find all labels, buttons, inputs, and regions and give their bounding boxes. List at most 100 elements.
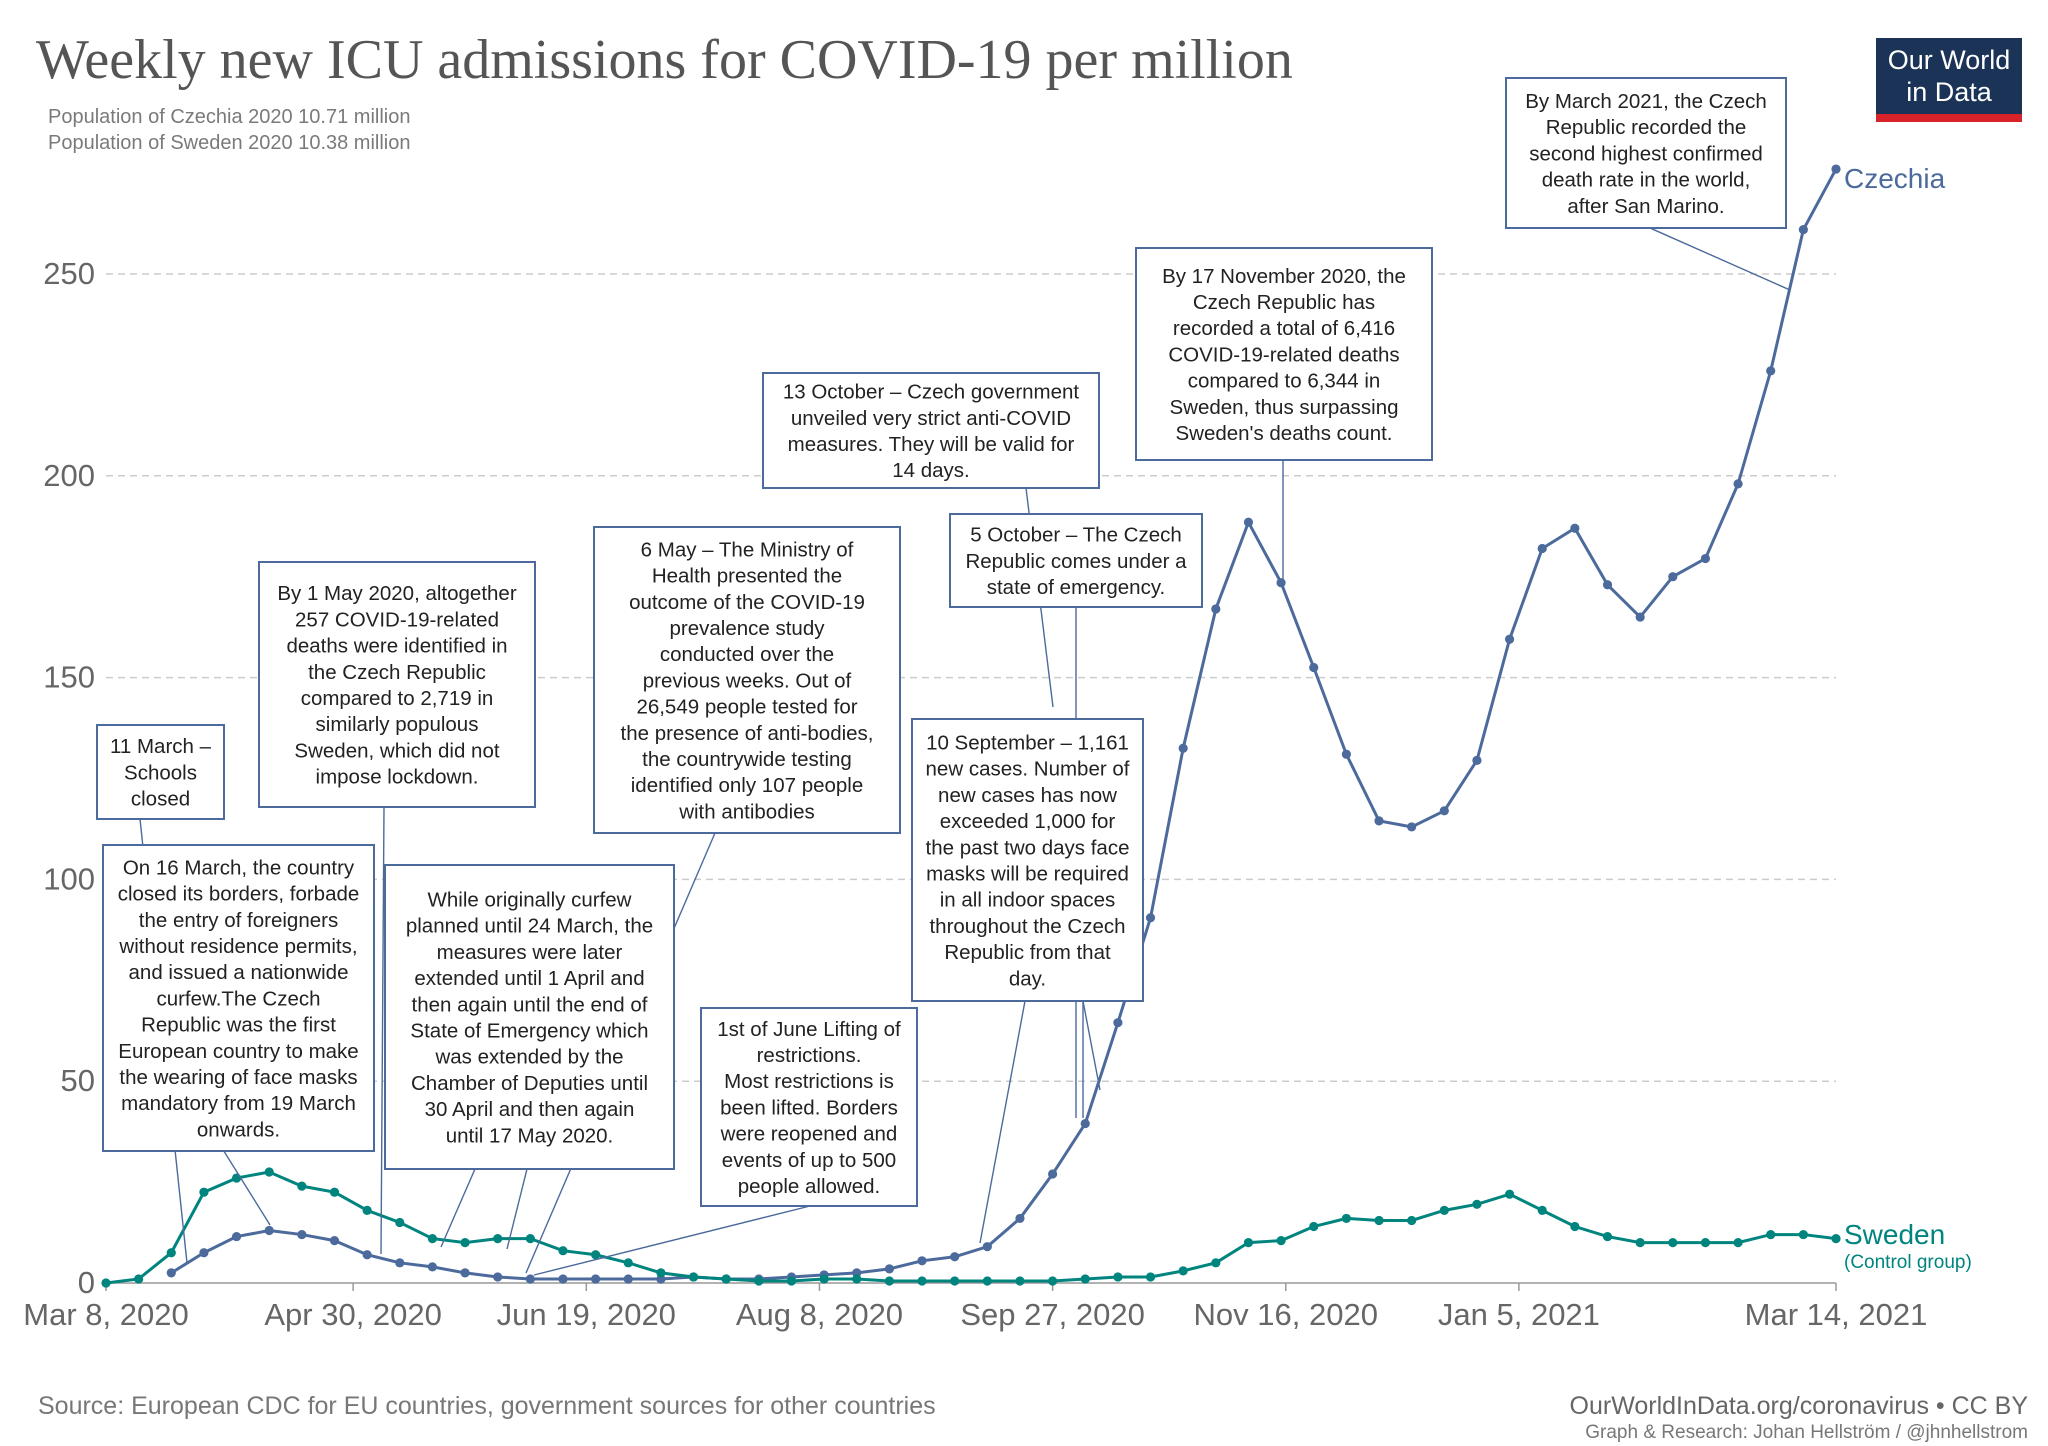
annotation-text-june1: 1st of June Lifting of: [717, 1018, 901, 1041]
series-point-czechia: [297, 1229, 307, 1240]
x-tick-label: Mar 14, 2021: [1745, 1297, 1928, 1332]
annotation-text-oct13: unveiled very strict anti-COVID: [791, 407, 1071, 430]
annotation-text-may1: impose lockdown.: [316, 766, 479, 789]
series-point-czechia: [1113, 1018, 1123, 1028]
annotation-box-schools: [96, 724, 225, 820]
series-point-czechia: [1211, 604, 1221, 614]
series-point-sweden: [329, 1187, 340, 1197]
annotation-text-sep10: exceeded 1,000 for: [940, 810, 1116, 833]
annotation-connector: [979, 1000, 1026, 1244]
annotation-text-schools: Schools: [124, 761, 197, 784]
annotation-text-sep10: Republic from that: [944, 941, 1111, 964]
series-point-sweden: [1439, 1205, 1449, 1215]
series-point-sweden: [427, 1234, 438, 1244]
series-point-sweden: [1309, 1221, 1319, 1232]
annotation-may1: By 1 May 2020, altogether 257 COVID-19-re…: [258, 561, 536, 808]
series-point-sweden: [688, 1272, 699, 1282]
annotation-text-oct13: 14 days.: [892, 459, 970, 482]
annotation-text-nov17: compared to 6,344 in: [1188, 370, 1381, 393]
annotation-box-mar2021: [1505, 77, 1787, 229]
annotation-text-sep10: masks will be required: [926, 863, 1129, 886]
annotation-text-june1: Most restrictions is: [724, 1070, 894, 1093]
annotation-nov17: By 17 November 2020, the Czech Republic h…: [1135, 247, 1433, 461]
chart-title: Weekly new ICU admissions for COVID-19 p…: [36, 29, 1293, 91]
annotation-connector: [380, 806, 385, 1255]
annotation-connector: [440, 1168, 476, 1248]
annotation-text-may1: 257 COVID-19-related: [295, 608, 499, 631]
credit-note: Graph & Research: Johan Hellström / @jhn…: [1585, 1422, 2028, 1443]
series-point-sweden: [721, 1274, 731, 1284]
series-point-sweden: [656, 1268, 666, 1278]
series-point-sweden: [1635, 1238, 1645, 1248]
annotation-box-sep10: [911, 718, 1144, 1002]
series-point-sweden: [362, 1205, 372, 1215]
series-point-sweden: [852, 1274, 862, 1284]
axis-layer: 0 50 100 150 200 250 Mar 8, 2020 Apr 30, 2020 Ju…: [23, 256, 1927, 1332]
series-point-czechia: [427, 1262, 438, 1272]
annotation-text-may6: the countrywide testing: [642, 748, 852, 771]
annotation-may6: 6 May – The Ministry of Health presented …: [593, 526, 901, 834]
series-point-sweden: [917, 1276, 927, 1286]
annotation-text-march16: closed its borders, forbade: [118, 883, 360, 906]
series-point-sweden: [884, 1276, 894, 1286]
annotation-box-oct13: [762, 372, 1100, 489]
series-label-sweden: Sweden: [1844, 1219, 1945, 1250]
series-point-czechia: [264, 1225, 274, 1236]
series-point-sweden: [1602, 1231, 1613, 1242]
y-tick-label-200: 200: [43, 458, 95, 493]
series-point-czechia: [917, 1256, 927, 1266]
annotation-text-schools: 11 March –: [110, 735, 212, 758]
annotation-text-may1: the Czech Republic: [308, 661, 486, 684]
series-point-czechia: [1178, 743, 1188, 753]
owid-logo[interactable]: Our World in Data: [1876, 38, 2022, 122]
annotation-box-june1: [700, 1007, 918, 1207]
annotation-text-march16: onwards.: [197, 1118, 280, 1141]
source-note: Source: European CDC for EU countries, g…: [38, 1392, 936, 1420]
series-point-czechia: [1831, 164, 1841, 174]
subtitle-czechia: Population of Czechia 2020 10.71 million: [48, 106, 411, 128]
annotation-text-mar2021: Republic recorded the: [1546, 116, 1747, 139]
logo-line-1: Our World: [1887, 45, 2011, 75]
series-point-czechia: [1243, 517, 1254, 527]
annotation-text-may6: identified only 107 people: [631, 774, 864, 797]
series-point-sweden: [134, 1274, 144, 1284]
annotation-text-sep10: new cases. Number of: [926, 758, 1130, 781]
annotation-connector: [1649, 227, 1791, 291]
x-tick-label: Mar 8, 2020: [23, 1297, 188, 1332]
series-point-sweden: [1798, 1229, 1808, 1240]
annotation-text-nov17: recorded a total of 6,416: [1173, 317, 1395, 340]
series-point-sweden: [297, 1181, 307, 1191]
annotation-text-sep10: new cases has now: [938, 784, 1117, 807]
series-line-czechia: [170, 168, 1838, 1281]
series-point-sweden: [1374, 1215, 1384, 1226]
annotation-march16: On 16 March, the country closed its borde…: [102, 844, 375, 1152]
site-link[interactable]: OurWorldInData.org/coronavirus • CC BY: [1569, 1392, 2028, 1420]
chart-svg: 0 50 100 150 200 250 Mar 8, 2020 Apr 30, 2020 Ju…: [23, 77, 1972, 1332]
series-point-czechia: [1407, 822, 1417, 832]
annotation-text-nov17: COVID-19-related deaths: [1168, 343, 1399, 366]
series-point-sweden: [754, 1276, 764, 1286]
series-point-sweden: [1211, 1258, 1221, 1268]
annotation-text-curfew: While originally curfew: [428, 889, 632, 912]
series-point-czechia: [1048, 1169, 1058, 1179]
annotation-text-may6: with antibodies: [678, 800, 815, 823]
annotation-text-mar2021: death rate in the world,: [1542, 169, 1751, 192]
series-point-czechia: [166, 1268, 176, 1278]
series-point-sweden: [1504, 1189, 1515, 1199]
annotation-text-may1: By 1 May 2020, altogether: [277, 582, 516, 605]
y-tick-label-150: 150: [43, 660, 95, 695]
x-tick-label: Aug 8, 2020: [736, 1297, 903, 1332]
series-point-czechia: [1602, 580, 1613, 590]
series-point-czechia: [493, 1272, 503, 1282]
series-point-sweden: [1570, 1221, 1580, 1232]
annotation-text-may6: Health presented the: [652, 565, 842, 588]
annotation-text-oct5: Republic comes under a: [965, 550, 1187, 573]
annotation-schools: 11 March – Schools closed: [96, 724, 225, 820]
y-tick-label-50: 50: [61, 1063, 95, 1098]
annotation-text-curfew: measures were later: [437, 941, 623, 964]
annotation-text-curfew: planned until 24 March, the: [406, 915, 653, 938]
series-point-czechia: [1504, 634, 1515, 644]
series-point-sweden: [493, 1234, 503, 1244]
x-tick-label: Sep 27, 2020: [960, 1297, 1144, 1332]
series-point-sweden: [231, 1173, 242, 1183]
